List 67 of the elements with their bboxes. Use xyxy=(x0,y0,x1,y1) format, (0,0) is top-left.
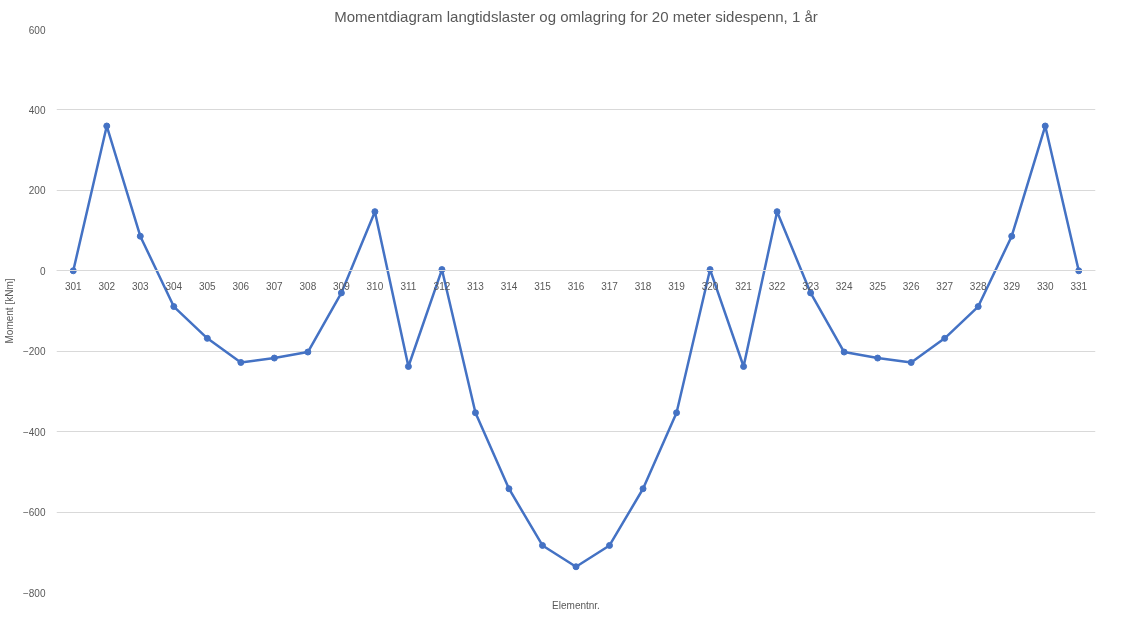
point xyxy=(371,208,379,216)
x-tick-label: 324 xyxy=(835,280,853,292)
x-tick-label: 317 xyxy=(601,280,619,292)
x-tick-label: 314 xyxy=(500,280,518,292)
point xyxy=(438,266,446,274)
point xyxy=(136,232,144,240)
y-tick-label: 0 xyxy=(39,265,46,277)
x-axis-title: Elementnr. xyxy=(552,599,600,611)
x-tick-label: 322 xyxy=(768,280,786,292)
y-tick-label: −600 xyxy=(22,507,46,519)
x-tick-label: 311 xyxy=(400,280,417,292)
point xyxy=(505,485,513,493)
point xyxy=(237,358,245,366)
x-tick-label: 316 xyxy=(567,280,585,292)
x-tick-label: 326 xyxy=(902,280,920,292)
x-tick-label: 325 xyxy=(869,280,887,292)
point xyxy=(1041,122,1049,130)
point xyxy=(471,409,479,417)
point xyxy=(203,334,211,342)
x-tick-label: 327 xyxy=(936,280,954,292)
y-tick-label: −400 xyxy=(22,426,46,438)
x-tick-label: 328 xyxy=(969,280,987,292)
point xyxy=(304,348,312,356)
point xyxy=(974,303,982,311)
x-tick-label: 308 xyxy=(299,280,317,292)
chart-title: Momentdiagram langtidslaster og omlagring for 20 meter sidespenn, 1 år xyxy=(334,7,818,25)
x-tick-label: 331 xyxy=(1070,280,1088,292)
point xyxy=(606,541,614,549)
point xyxy=(773,208,781,216)
point xyxy=(840,348,848,356)
y-tick-label: 200 xyxy=(28,185,46,197)
point xyxy=(1075,267,1083,275)
point xyxy=(572,563,580,571)
point xyxy=(706,266,714,274)
x-tick-label: 302 xyxy=(98,280,116,292)
x-tick-label: 321 xyxy=(735,280,753,292)
y-axis-title: Moment [kNm] xyxy=(3,278,15,344)
x-tick-label: 330 xyxy=(1036,280,1055,292)
point xyxy=(673,409,681,417)
point xyxy=(538,541,546,549)
y-tick-label: 400 xyxy=(28,104,46,116)
point xyxy=(404,363,412,370)
point xyxy=(270,354,278,362)
x-tick-label: 313 xyxy=(467,280,485,292)
point xyxy=(907,358,915,366)
x-tick-label: 319 xyxy=(668,280,686,292)
x-tick-label: 303 xyxy=(131,280,150,292)
y-tick-label: 600 xyxy=(28,24,46,36)
x-tick-label: 310 xyxy=(366,280,384,292)
point xyxy=(874,354,882,362)
x-tick-label: 301 xyxy=(64,280,83,292)
y-tick-label: −200 xyxy=(22,346,46,358)
point xyxy=(740,363,748,370)
point xyxy=(103,122,111,130)
x-tick-label: 306 xyxy=(232,280,250,292)
point xyxy=(941,334,949,342)
x-tick-label: 318 xyxy=(634,280,652,292)
x-tick-label: 304 xyxy=(165,280,183,292)
point xyxy=(170,303,178,311)
x-tick-label: 329 xyxy=(1003,280,1021,292)
x-tick-label: 305 xyxy=(198,280,217,292)
point xyxy=(1008,232,1016,240)
x-tick-label: 315 xyxy=(534,280,552,292)
y-tick-label: −800 xyxy=(22,587,46,599)
point xyxy=(69,267,77,275)
x-tick-label: 307 xyxy=(266,280,284,292)
point xyxy=(639,485,647,493)
